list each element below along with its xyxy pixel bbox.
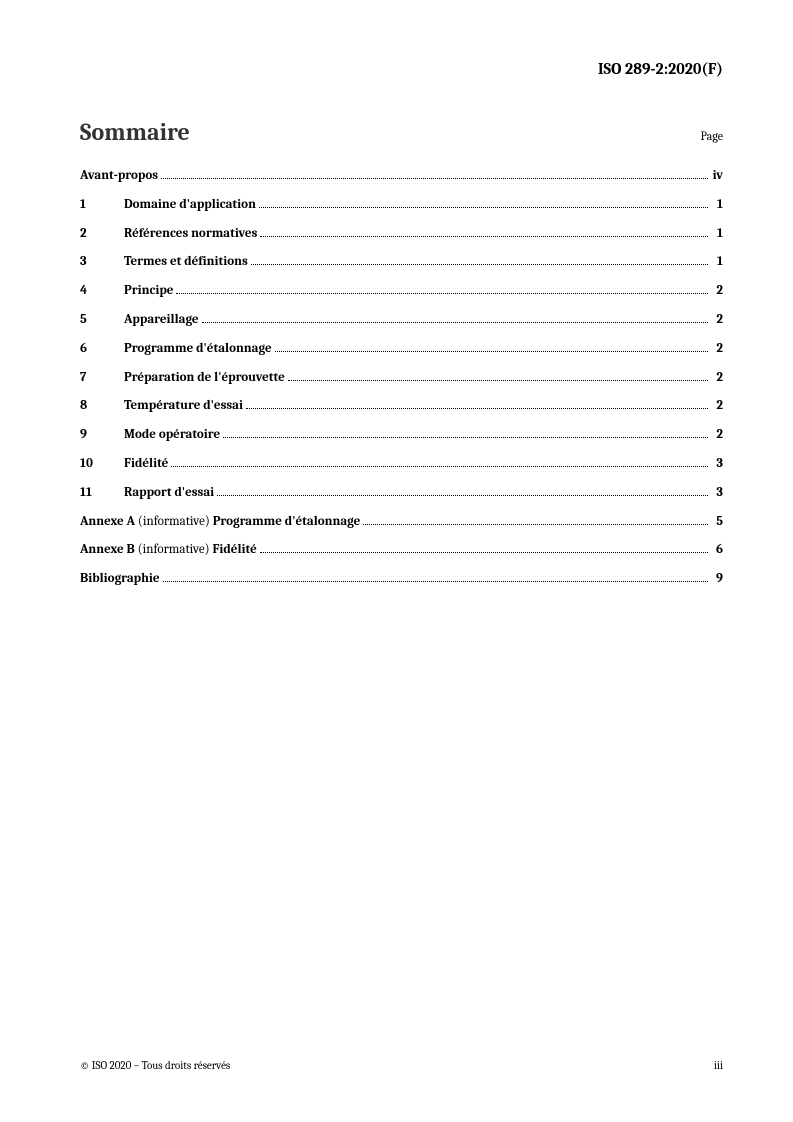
toc-label: Bibliographie <box>80 569 160 590</box>
toc-row[interactable]: 9Mode opératoire 2 <box>80 425 723 446</box>
toc-label: Termes et définitions <box>124 252 248 273</box>
toc-label: Principe <box>124 281 173 302</box>
toc-label: Domaine d'application <box>124 195 256 216</box>
toc-page-number: 3 <box>711 483 723 504</box>
table-of-contents: Avant-proposiv1Domaine d'application12Ré… <box>80 166 723 590</box>
toc-page-number: 2 <box>711 339 723 360</box>
toc-leader <box>171 454 708 467</box>
toc-page-number: 9 <box>711 569 723 590</box>
toc-page-number: 6 <box>711 540 723 561</box>
page-label: Page <box>701 129 723 143</box>
toc-label: Programme d'étalonnage <box>124 339 272 360</box>
toc-page-number: 2 <box>711 425 723 446</box>
toc-leader <box>202 310 708 323</box>
toc-leader <box>223 425 708 438</box>
toc-label: Appareillage <box>124 310 199 331</box>
toc-page-number: 1 <box>711 252 723 273</box>
toc-leader <box>275 339 708 352</box>
toc-row[interactable]: 7Préparation de l'éprouvette 2 <box>80 368 723 389</box>
toc-label: Annexe A (informative) Programme d'étalo… <box>80 512 360 533</box>
toc-section-number: 4 <box>80 281 124 302</box>
toc-page-number: 2 <box>711 281 723 302</box>
toc-label: Références normatives <box>124 224 257 245</box>
toc-row[interactable]: 8Température d'essai 2 <box>80 396 723 417</box>
toc-leader <box>260 224 708 237</box>
title-row: Sommaire Page <box>80 118 723 146</box>
toc-leader <box>217 483 708 496</box>
toc-leader <box>246 396 708 409</box>
toc-page-number: 2 <box>711 368 723 389</box>
toc-page-number: 1 <box>711 224 723 245</box>
toc-page-number: 3 <box>711 454 723 475</box>
toc-leader <box>288 368 708 381</box>
toc-label: Mode opératoire <box>124 425 220 446</box>
doc-reference: ISO 289-2:2020(F) <box>80 60 723 78</box>
toc-section-number: 8 <box>80 396 124 417</box>
toc-leader <box>259 195 708 208</box>
toc-row[interactable]: 1Domaine d'application1 <box>80 195 723 216</box>
toc-label: Fidélité <box>124 454 168 475</box>
toc-row[interactable]: 6Programme d'étalonnage 2 <box>80 339 723 360</box>
toc-section-number: 5 <box>80 310 124 331</box>
toc-label: Annexe B (informative) Fidélité <box>80 540 257 561</box>
toc-label: Préparation de l'éprouvette <box>124 368 285 389</box>
toc-row[interactable]: 5Appareillage 2 <box>80 310 723 331</box>
toc-section-number: 6 <box>80 339 124 360</box>
toc-leader <box>251 252 708 265</box>
toc-section-number: 1 <box>80 195 124 216</box>
toc-leader <box>176 281 708 294</box>
toc-page-number: 2 <box>711 310 723 331</box>
toc-row[interactable]: 10Fidélité 3 <box>80 454 723 475</box>
toc-section-number: 7 <box>80 368 124 389</box>
toc-section-number: 9 <box>80 425 124 446</box>
toc-row[interactable]: 4Principe 2 <box>80 281 723 302</box>
toc-section-number: 10 <box>80 454 124 475</box>
toc-leader <box>260 540 708 553</box>
toc-row[interactable]: 2Références normatives 1 <box>80 224 723 245</box>
toc-row[interactable]: 11Rapport d'essai 3 <box>80 483 723 504</box>
toc-leader <box>363 512 708 525</box>
toc-label: Avant-propos <box>80 166 158 187</box>
toc-label: Température d'essai <box>124 396 243 417</box>
toc-page-number: 1 <box>711 195 723 216</box>
toc-page-number: 5 <box>711 512 723 533</box>
toc-section-number: 2 <box>80 224 124 245</box>
toc-row[interactable]: Annexe A (informative) Programme d'étalo… <box>80 512 723 533</box>
toc-page-number: iv <box>711 166 723 187</box>
page-footer: © ISO 2020 – Tous droits réservés iii <box>80 1059 723 1072</box>
copyright-text: © ISO 2020 – Tous droits réservés <box>80 1059 230 1072</box>
toc-section-number: 3 <box>80 252 124 273</box>
toc-row[interactable]: 3Termes et définitions 1 <box>80 252 723 273</box>
toc-label: Rapport d'essai <box>124 483 214 504</box>
toc-row[interactable]: Avant-propos iv <box>80 166 723 187</box>
page-title: Sommaire <box>80 118 190 146</box>
page-number: iii <box>714 1059 723 1072</box>
toc-row[interactable]: Annexe B (informative) Fidélité 6 <box>80 540 723 561</box>
toc-leader <box>161 166 708 179</box>
toc-page-number: 2 <box>711 396 723 417</box>
toc-leader <box>163 569 708 582</box>
toc-row[interactable]: Bibliographie 9 <box>80 569 723 590</box>
toc-section-number: 11 <box>80 483 124 504</box>
